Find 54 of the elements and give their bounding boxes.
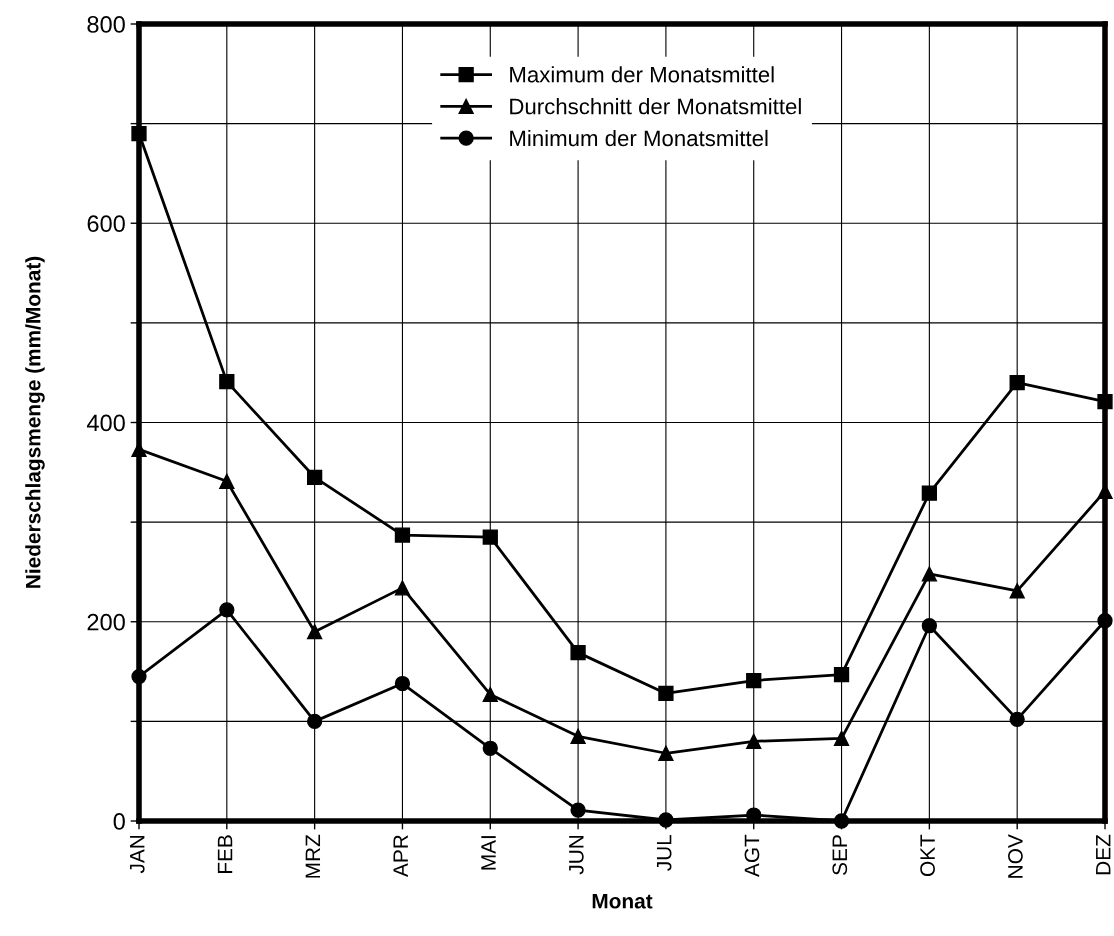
point [658,745,674,761]
point [306,624,323,640]
x-tick-label: DEZ [1096,834,1111,875]
x-tick-label: NOV [1008,834,1023,878]
x-tick-label: SEP [832,835,848,875]
legend-label: Maximum der Monatsmittel [510,66,774,83]
point [306,713,323,730]
point [394,675,411,692]
point [306,469,323,485]
point [131,125,147,142]
y-tick-label: 0 [113,813,125,830]
x-tick-label: MRZ [305,834,321,878]
point [219,473,235,489]
point [833,813,850,829]
point [482,686,498,703]
point [570,802,586,818]
y-tick-label: 600 [87,215,125,233]
point [921,566,938,582]
point [1097,613,1113,629]
legend-label: Durchschnitt der Monatsmittel [510,98,801,115]
x-tick-label: MAI [481,836,496,870]
point [570,728,586,744]
y-tick-label: 400 [86,414,125,432]
legend-label: Minimum der Monatsmittel [510,129,768,147]
point [1009,375,1025,391]
point [482,529,498,545]
point [1009,583,1025,599]
point [570,644,586,661]
x-tick-label: APR [393,835,408,877]
x-axis-title: Monat [592,893,653,909]
point [746,733,762,749]
x-tick-label: AGT [744,834,760,877]
point [394,580,411,596]
x-tick-label: OKT [920,834,935,877]
point [921,618,938,634]
y-axis-title: Niederschlagsmenge (mm/Monat) [25,256,45,588]
x-tick-label: JUL [656,834,672,871]
x-tick-label: FEB [217,835,233,873]
point [746,672,762,689]
point [131,668,147,685]
point [219,374,235,390]
point [921,485,938,501]
point [1009,711,1025,728]
point [1097,393,1113,410]
point [219,602,235,618]
point [833,730,850,746]
x-tick-label: JAN [130,835,145,874]
point [833,666,850,683]
point [394,527,411,543]
y-tick-label: 800 [87,16,125,33]
y-tick-label: 200 [87,613,125,631]
point [482,740,498,756]
point [658,685,674,702]
x-tick-label: JUN [569,835,584,875]
